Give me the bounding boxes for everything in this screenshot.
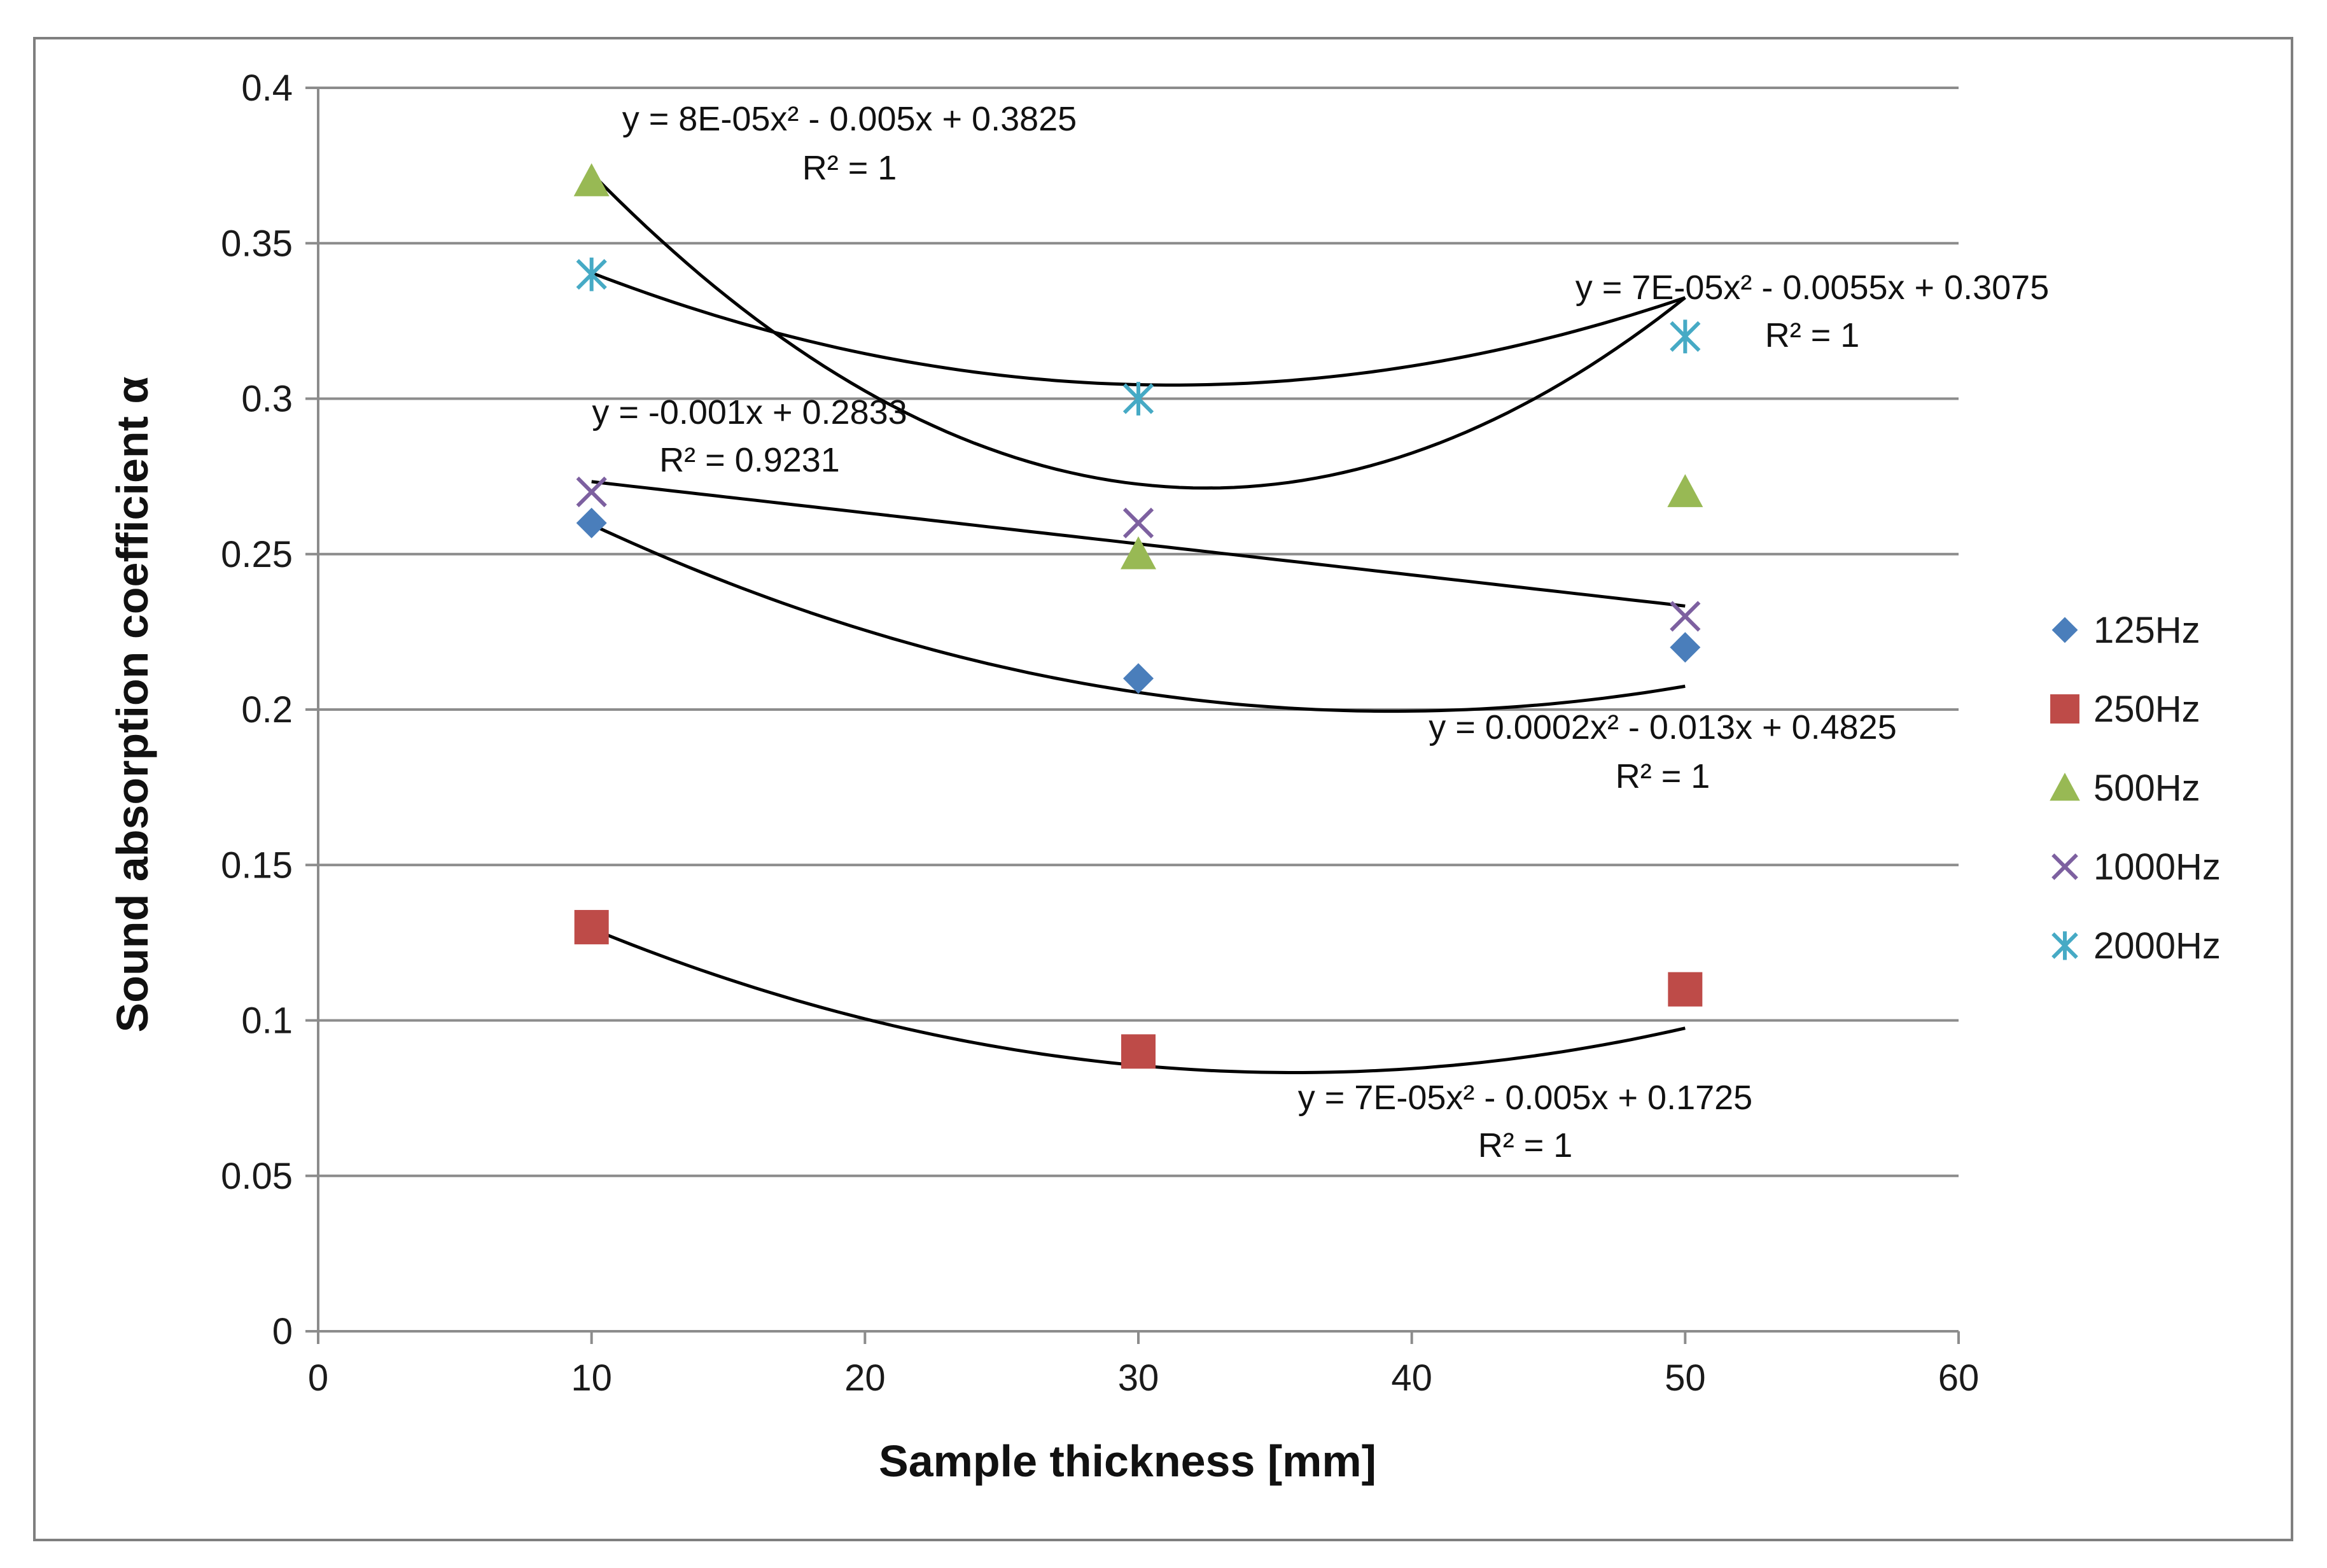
legend-marker-2000Hz [2051,931,2078,960]
y-tick-label-7: 0.35 [221,223,293,264]
gridlines [318,87,1959,1177]
x-tick-label-3: 30 [1118,1357,1159,1399]
point-500Hz-30 [1121,536,1156,570]
legend-marker-500Hz [2050,773,2080,801]
y-tick-label-0: 0 [272,1311,293,1352]
point-250Hz-10 [574,909,609,944]
x-tick-label-6: 60 [1938,1357,1980,1399]
x-tick-label-2: 20 [844,1357,886,1399]
legend: 125Hz 250Hz 500Hz 1000Hz 2000Hz [2050,610,2221,967]
data-points [573,163,1703,1069]
point-125Hz-10 [576,507,607,538]
y-tick-label-5: 0.25 [221,534,293,575]
trendlines [590,172,1686,1074]
point-2000Hz-10 [576,257,607,291]
legend-marker-125Hz [2051,617,2078,643]
point-1000Hz-50 [1670,601,1701,632]
y-tick-label-3: 0.15 [221,844,293,886]
y-tick-label-2: 0.1 [241,1000,293,1042]
trend-r2-250Hz: R² = 1 [1478,1126,1573,1165]
point-2000Hz-50 [1670,319,1701,354]
trend-r2-125Hz: R² = 1 [1616,757,1710,795]
x-tick-label-5: 50 [1665,1357,1706,1399]
legend-label-250Hz: 250Hz [2093,689,2200,730]
y-tick-label-1: 0.05 [221,1156,293,1197]
axes: 0 0.05 0.1 0.15 0.2 0.25 0.3 0.35 0.4 0 10 20 30 40 50… [221,67,1979,1399]
point-1000Hz-10 [576,476,607,508]
y-axis-title: Sound absorption coefficient α [108,377,157,1033]
trend-equation-2000Hz: y = 7E-05x² - 0.0055x + 0.3075 [1576,269,2049,307]
point-250Hz-30 [1121,1034,1156,1069]
legend-label-125Hz: 125Hz [2093,610,2200,651]
trend-equation-250Hz: y = 7E-05x² - 0.005x + 0.1725 [1298,1079,1752,1117]
legend-marker-250Hz [2050,694,2079,724]
point-2000Hz-30 [1122,382,1154,416]
trendline-500Hz [590,271,1686,387]
y-tick-label-6: 0.3 [241,379,293,420]
trend-r2-500Hz: R² = 1 [802,149,897,187]
trend-equation-1000Hz: y = -0.001x + 0.2833 [592,393,907,431]
trend-equations: y = 0.0002x² - 0.013x + 0.4825 R² = 1 y = … [592,100,2049,1165]
trend-equation-500Hz: y = 8E-05x² - 0.005x + 0.3825 [622,100,1077,138]
point-125Hz-50 [1670,632,1701,663]
point-250Hz-50 [1668,972,1703,1007]
point-1000Hz-30 [1122,507,1154,539]
legend-marker-1000Hz [2051,853,2078,880]
y-tick-label-8: 0.4 [241,67,293,109]
trend-r2-2000Hz: R² = 1 [1765,316,1860,354]
trend-equation-125Hz: y = 0.0002x² - 0.013x + 0.4825 [1429,708,1897,746]
y-tick-label-4: 0.2 [241,689,293,731]
x-axis-title: Sample thickness [mm] [879,1436,1376,1486]
legend-label-1000Hz: 1000Hz [2093,846,2221,888]
x-tick-label-4: 40 [1391,1357,1432,1399]
trend-r2-1000Hz: R² = 0.9231 [659,441,840,479]
point-125Hz-30 [1123,663,1154,694]
legend-label-2000Hz: 2000Hz [2093,925,2221,967]
legend-label-500Hz: 500Hz [2093,767,2200,809]
chart-frame [33,37,2293,1541]
x-tick-label-1: 10 [571,1357,612,1399]
x-tick-label-0: 0 [308,1357,328,1399]
point-500Hz-50 [1667,474,1703,507]
point-500Hz-10 [573,163,610,197]
